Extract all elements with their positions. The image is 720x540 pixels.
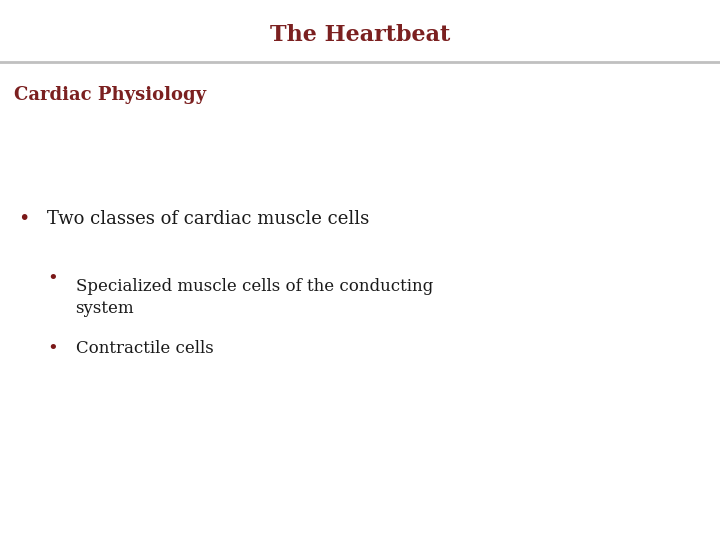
Text: Cardiac Physiology: Cardiac Physiology [14,85,207,104]
Text: Two classes of cardiac muscle cells: Two classes of cardiac muscle cells [47,210,369,228]
Text: Contractile cells: Contractile cells [76,340,213,357]
Text: •: • [47,269,58,287]
Text: The Heartbeat: The Heartbeat [270,24,450,46]
Text: Specialized muscle cells of the conducting
system: Specialized muscle cells of the conducti… [76,278,433,318]
Text: •: • [18,209,30,228]
Text: •: • [47,339,58,357]
